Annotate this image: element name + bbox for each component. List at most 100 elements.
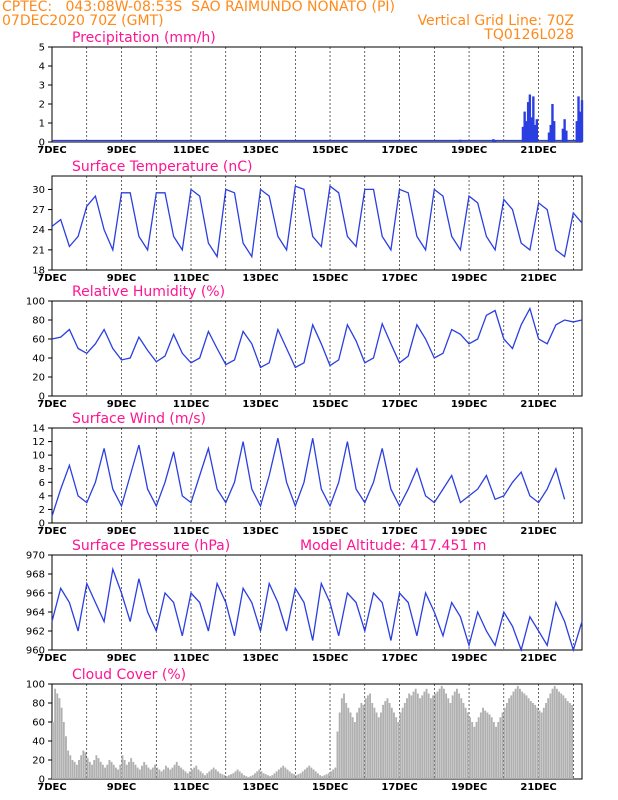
- y-tick-label: 8: [39, 464, 45, 475]
- panel-2: 0 20 40 60 80 100 7DEC 9DEC 11DEC 13DEC 15DEC 17DEC…: [26, 284, 583, 410]
- precip-bar: [547, 132, 551, 142]
- cloud-bar: [212, 767, 215, 779]
- cloud-bar: [91, 764, 93, 779]
- cloud-bar: [403, 703, 406, 779]
- x-tick-label: 19DEC: [451, 782, 487, 793]
- cloud-bar: [143, 761, 146, 779]
- x-tick-label: 9DEC: [107, 782, 136, 793]
- x-tick-label: 11DEC: [173, 145, 209, 156]
- cloud-bar: [147, 767, 150, 779]
- cloud-bar: [421, 695, 424, 779]
- cloud-bar: [67, 750, 70, 779]
- cloud-bar: [282, 765, 285, 779]
- cloud-bar: [247, 777, 250, 779]
- cloud-bar: [497, 722, 500, 779]
- cloud-bar: [121, 755, 124, 779]
- panel-3: 0 2 4 6 8 10 12 14 7DEC 9DEC 11DEC 13DEC 15DEC 17DEC 1…: [32, 411, 583, 537]
- cloud-bar: [416, 693, 419, 779]
- y-tick-label: 966: [26, 589, 45, 600]
- cloud-bar: [201, 773, 204, 779]
- cloud-bar: [223, 775, 226, 779]
- x-tick-label: 19DEC: [451, 399, 487, 410]
- precip-bar: [526, 102, 530, 142]
- cloud-bar: [273, 773, 276, 779]
- cloud-bar: [108, 760, 111, 779]
- cloud-bar: [395, 717, 398, 779]
- cloud-bar: [156, 767, 159, 779]
- series-line: [51, 566, 583, 653]
- cloud-bar: [566, 701, 569, 779]
- x-tick-label: 21DEC: [520, 653, 556, 664]
- precip-bar: [579, 111, 582, 142]
- cloud-bar: [512, 691, 515, 779]
- y-tick-label: 0: [39, 775, 45, 786]
- x-tick-label: 9DEC: [107, 653, 136, 664]
- cloud-bar: [293, 774, 295, 779]
- cloud-bar: [145, 764, 148, 779]
- cloud-bar: [382, 704, 385, 779]
- cloud-bar: [345, 703, 348, 779]
- cloud-bar: [529, 701, 532, 779]
- x-tick-label: 11DEC: [173, 399, 209, 410]
- y-tick-label: 3: [39, 81, 45, 92]
- cloud-bar: [514, 688, 517, 779]
- cloud-bar: [356, 712, 358, 779]
- cloud-bar: [297, 774, 300, 779]
- cloud-bar: [540, 712, 543, 779]
- cloud-bar: [401, 707, 404, 779]
- precip-bar: [532, 96, 535, 142]
- panel-frame: [51, 300, 583, 397]
- cloud-bar: [158, 769, 161, 779]
- cloud-bar: [408, 693, 411, 779]
- cloud-bar: [112, 764, 115, 779]
- x-tick-label: 19DEC: [451, 653, 487, 664]
- cloud-bar: [258, 769, 261, 779]
- cloud-bar: [284, 767, 287, 779]
- panel-0: 0 1 2 3 4 5 7DEC 9DEC 11DEC 13DEC 15DEC 17DEC 19DEC 2…: [37, 30, 584, 156]
- x-tick-label: 11DEC: [173, 653, 209, 664]
- y-tick-label: 0: [39, 519, 45, 530]
- x-tick-label: 9DEC: [107, 526, 136, 537]
- cloud-bar: [473, 726, 476, 779]
- x-tick-label: 15DEC: [312, 399, 348, 410]
- cloud-bar: [310, 767, 313, 779]
- precip-bar: [580, 100, 584, 142]
- y-tick-label: 80: [32, 316, 45, 327]
- cloud-bar: [125, 764, 128, 779]
- cloud-bar: [501, 712, 504, 779]
- header-code: TQ0126L028: [484, 27, 574, 43]
- cloud-bar: [351, 717, 354, 779]
- cloud-bar: [299, 773, 302, 779]
- x-tick-label: 13DEC: [242, 526, 278, 537]
- cloud-bar: [243, 775, 246, 779]
- cloud-bar: [171, 767, 174, 779]
- precip-bar: [552, 121, 556, 142]
- header-grid-note: Vertical Grid Line: 70Z: [417, 13, 574, 29]
- x-tick-label: 7DEC: [37, 399, 66, 410]
- cloud-bar: [151, 767, 154, 779]
- cloud-bar: [332, 769, 335, 779]
- cloud-bar: [388, 703, 391, 779]
- cloud-bar: [486, 712, 489, 779]
- cloud-bar: [136, 767, 139, 779]
- cloud-bar: [99, 761, 102, 779]
- precip-bar: [521, 126, 525, 142]
- cloud-bar: [536, 707, 539, 779]
- x-tick-label: 21DEC: [520, 526, 556, 537]
- cloud-bar: [295, 775, 298, 779]
- y-tick-label: 2: [39, 100, 45, 111]
- cloud-bar: [521, 691, 524, 779]
- cloud-bar: [542, 707, 545, 779]
- cloud-bar: [423, 691, 426, 779]
- cloud-bar: [349, 712, 352, 779]
- cloud-bar: [547, 698, 550, 779]
- cloud-bar: [104, 767, 107, 779]
- cloud-bar: [390, 707, 393, 779]
- x-tick-label: 13DEC: [242, 782, 278, 793]
- cloud-bar: [267, 775, 269, 779]
- x-tick-label: 13DEC: [242, 145, 278, 156]
- cloud-bar: [568, 703, 571, 779]
- cloud-bar: [191, 769, 193, 779]
- cloud-bar: [197, 769, 200, 779]
- y-tick-label: 14: [32, 424, 45, 435]
